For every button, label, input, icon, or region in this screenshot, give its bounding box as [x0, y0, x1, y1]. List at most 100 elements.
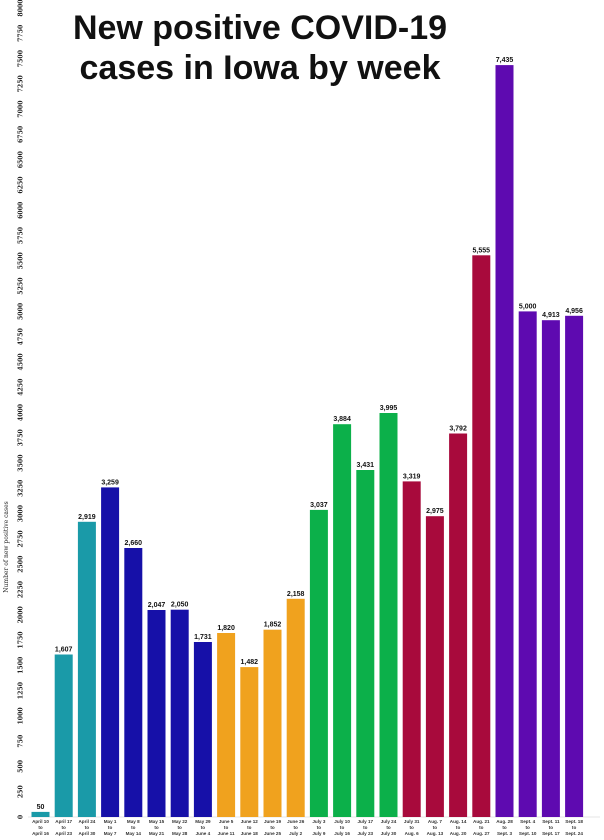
y-tick-label: 2250 — [18, 580, 25, 598]
x-tick-label: July 10 — [334, 819, 350, 824]
bar-value-label: 7,435 — [496, 57, 514, 64]
x-tick-label: to — [62, 825, 67, 830]
bar — [263, 629, 282, 817]
bar-value-label: 1,852 — [264, 622, 282, 629]
bar — [379, 413, 398, 817]
bar-value-label: 1,607 — [55, 647, 73, 654]
x-tick-label: July 31 — [404, 819, 420, 824]
x-tick-label: to — [270, 825, 275, 830]
bar — [77, 521, 96, 817]
y-tick-label: 250 — [18, 785, 25, 799]
y-tick-label: 6750 — [18, 125, 25, 143]
x-tick-label: Sept. 17 — [542, 831, 560, 836]
y-tick-label: 6250 — [18, 176, 25, 194]
bar-value-label: 5,555 — [473, 247, 491, 254]
y-tick-label: 6500 — [18, 150, 25, 168]
x-tick-label: June 4 — [196, 831, 211, 836]
y-tick-label: 4500 — [18, 353, 25, 371]
bar-value-label: 3,995 — [380, 405, 398, 412]
x-tick-label: June 11 — [218, 831, 235, 836]
x-tick-label: to — [526, 825, 531, 830]
x-tick-label: to — [247, 825, 252, 830]
x-tick-label: June 18 — [241, 831, 259, 836]
x-tick-label: to — [340, 825, 345, 830]
x-tick-label: July 3 — [312, 819, 325, 824]
x-tick-label: Sept. 24 — [565, 831, 583, 836]
bar-value-label: 3,319 — [403, 473, 421, 480]
x-tick-label: to — [410, 825, 415, 830]
x-tick-label: July 24 — [381, 819, 397, 824]
y-tick-label: 6000 — [18, 201, 25, 219]
x-tick-label: to — [178, 825, 183, 830]
bar — [565, 315, 584, 817]
x-tick-label: June 19 — [264, 819, 282, 824]
x-tick-label: to — [502, 825, 507, 830]
bar-value-label: 1,482 — [241, 659, 259, 666]
bar-value-label: 3,259 — [101, 479, 119, 486]
x-tick-label: Aug. 7 — [428, 819, 442, 824]
x-tick-label: to — [294, 825, 299, 830]
x-tick-label: Sept. 4 — [520, 819, 536, 824]
y-tick-label: 1500 — [18, 656, 25, 674]
x-tick-label: April 10 — [32, 819, 49, 824]
x-tick-label: Aug. 21 — [473, 819, 490, 824]
x-tick-label: May 7 — [104, 831, 117, 836]
bar — [193, 642, 212, 817]
y-tick-label: 7000 — [18, 100, 25, 118]
x-tick-label: to — [433, 825, 438, 830]
bar-value-label: 3,792 — [449, 426, 467, 433]
y-tick-label: 0 — [18, 814, 25, 819]
bar-value-label: 2,158 — [287, 591, 305, 598]
x-tick-label: May 8 — [127, 819, 140, 824]
y-tick-label: 4250 — [18, 378, 25, 396]
x-tick-label: Aug. 27 — [473, 831, 490, 836]
y-tick-label: 5250 — [18, 277, 25, 295]
x-tick-label: May 1 — [104, 819, 117, 824]
x-tick-label: May 14 — [126, 831, 142, 836]
x-tick-label: May 29 — [195, 819, 211, 824]
bar-value-label: 5,000 — [519, 303, 537, 310]
x-tick-label: Aug. 6 — [405, 831, 419, 836]
x-tick-label: June 12 — [241, 819, 259, 824]
x-tick-label: Sept. 3 — [497, 831, 513, 836]
bar-value-label: 2,919 — [78, 514, 96, 521]
x-tick-label: Sept. 10 — [519, 831, 537, 836]
y-tick-label: 5000 — [18, 302, 25, 320]
bar — [124, 548, 143, 817]
bar-value-label: 1,820 — [217, 625, 235, 632]
x-tick-label: June 26 — [287, 819, 305, 824]
x-tick-label: to — [85, 825, 90, 830]
y-tick-label: 5500 — [18, 252, 25, 270]
bar — [449, 433, 468, 817]
bar — [495, 65, 514, 818]
y-tick-label: 750 — [18, 734, 25, 748]
y-tick-label: 1000 — [18, 707, 25, 725]
x-tick-label: Sept. 18 — [565, 819, 583, 824]
x-tick-label: May 21 — [149, 831, 165, 836]
chart-title-line2: cases in Iowa by week — [79, 49, 441, 87]
x-tick-label: July 17 — [358, 819, 374, 824]
bar-value-label: 2,050 — [171, 602, 189, 609]
x-tick-label: to — [479, 825, 484, 830]
x-tick-label: to — [317, 825, 322, 830]
x-tick-label: June 5 — [219, 819, 234, 824]
bar-value-label: 3,884 — [333, 416, 351, 423]
x-tick-label: April 24 — [78, 819, 95, 824]
bar — [356, 470, 375, 817]
x-tick-label: April 16 — [32, 831, 49, 836]
x-tick-label: to — [131, 825, 136, 830]
bar-value-label: 50 — [37, 804, 45, 811]
x-tick-label: to — [456, 825, 461, 830]
x-tick-label: June 25 — [264, 831, 282, 836]
y-tick-label: 2000 — [18, 606, 25, 624]
y-tick-label: 8000 — [18, 0, 25, 17]
y-tick-label: 7500 — [18, 49, 25, 67]
bar — [309, 509, 328, 817]
x-tick-label: to — [38, 825, 43, 830]
bar — [541, 320, 560, 817]
x-tick-label: May 22 — [172, 819, 188, 824]
x-tick-label: Aug. 20 — [450, 831, 467, 836]
bar-value-label: 3,431 — [357, 462, 375, 469]
bar-value-label: 1,731 — [194, 634, 212, 641]
